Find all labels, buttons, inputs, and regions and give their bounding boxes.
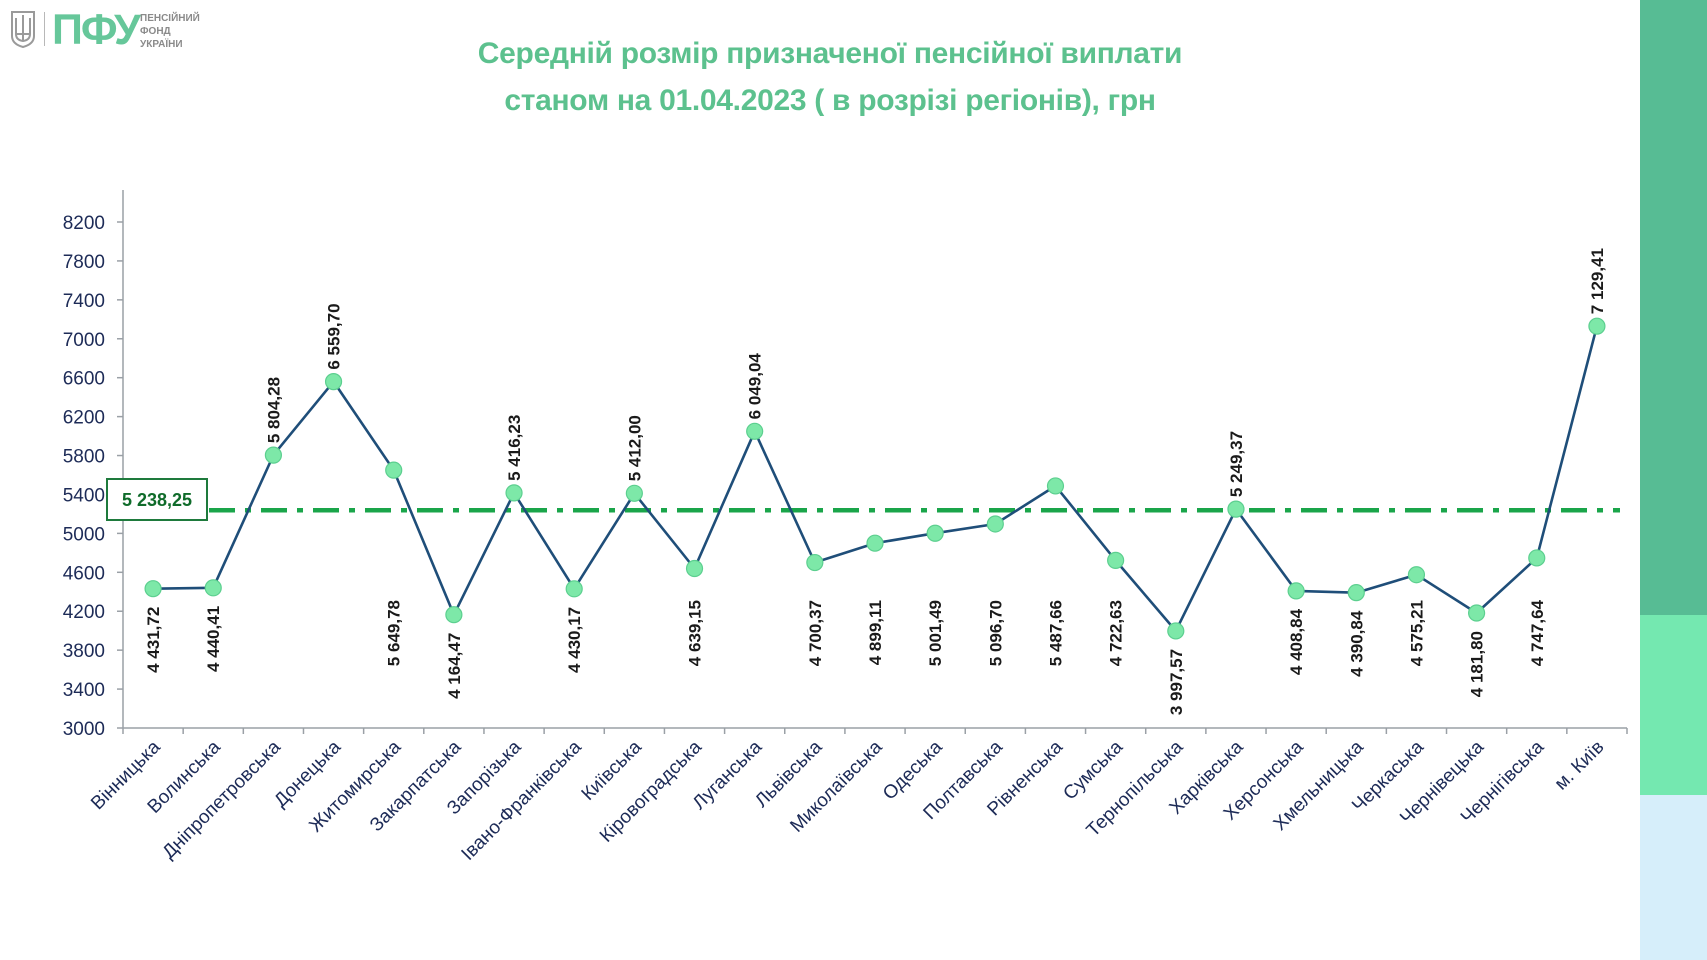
y-tick-label: 4600	[63, 563, 105, 584]
data-label: 6 049,04	[746, 353, 765, 420]
chart-title-line-1: Середній розмір призначеної пенсійної ви…	[477, 37, 1183, 70]
data-point	[264, 446, 282, 464]
data-point	[1528, 549, 1546, 567]
data-label: 4 700,37	[806, 600, 825, 666]
data-label: 4 390,84	[1347, 610, 1366, 677]
x-tick-label: Дніпропетровська	[159, 736, 286, 863]
data-point	[926, 524, 944, 542]
data-point	[1347, 584, 1365, 602]
data-point	[986, 515, 1004, 533]
data-point	[1287, 582, 1305, 600]
data-label: 5 416,23	[505, 415, 524, 481]
data-point	[806, 553, 824, 572]
data-label: 4 639,15	[686, 600, 705, 666]
data-label: 5 804,28	[264, 377, 283, 443]
average-line-group: 5 238,25	[106, 478, 1620, 521]
data-label: 4 899,11	[866, 600, 885, 665]
series-line	[153, 325, 1599, 633]
average-label-box	[106, 478, 208, 521]
data-label: 4 164,47	[445, 633, 464, 699]
chart-title-line-2: станом на 01.04.2023 ( в розрізі регіоні…	[504, 84, 1156, 117]
data-point	[324, 373, 343, 391]
y-tick-label: 7800	[63, 252, 105, 273]
data-point	[625, 484, 643, 502]
data-label: 5 487,66	[1046, 600, 1065, 666]
series-line-group	[144, 317, 1606, 640]
data-label: 5 001,49	[926, 600, 945, 666]
data-label: 4 722,63	[1107, 600, 1126, 666]
data-labels: 4 431,72 4 440,41 5 804,28 6 559,70 5 649,78…	[144, 248, 1607, 715]
y-tick-label: 7000	[63, 330, 105, 351]
data-point	[746, 422, 764, 440]
data-point	[1588, 317, 1606, 335]
side-bar-segment-bottom	[1640, 795, 1707, 960]
y-tick-label: 5800	[63, 447, 105, 468]
data-point	[505, 484, 523, 502]
data-point	[1046, 477, 1065, 495]
y-tick-label: 3000	[63, 719, 105, 740]
data-point	[1227, 500, 1245, 518]
data-label: 5 412,00	[625, 415, 644, 481]
y-tick-label: 6200	[63, 408, 105, 429]
data-label: 5 249,37	[1227, 431, 1246, 497]
decorative-side-bar	[1640, 0, 1707, 960]
data-label: 4 575,21	[1407, 600, 1426, 666]
y-tick-label: 6600	[63, 369, 105, 390]
data-label: 5 096,70	[986, 600, 1005, 666]
logo-divider	[44, 12, 45, 46]
x-axis-ticks: ВінницькаВолинськаДніпропетровськаДонець…	[87, 728, 1628, 865]
y-tick-label: 5400	[63, 485, 105, 506]
data-point	[445, 606, 463, 624]
x-tick-label: Кіровоградська	[596, 736, 706, 846]
data-label: 3 997,57	[1167, 649, 1186, 715]
data-label: 7 129,41	[1588, 248, 1607, 314]
data-label: 4 440,41	[204, 606, 223, 672]
trident-emblem-icon	[11, 11, 35, 48]
data-label: 4 408,84	[1287, 608, 1306, 675]
logo-fullname: ПЕНСІЙНИЙ ФОНД УКРАЇНИ	[140, 13, 200, 50]
data-label: 4 431,72	[144, 607, 163, 673]
side-bar-segment-top	[1640, 0, 1707, 615]
data-point	[1107, 551, 1125, 569]
data-label: 4 181,80	[1468, 631, 1487, 697]
pfu-logo: ПФУ ПЕНСІЙНИЙ ФОНД УКРАЇНИ	[8, 6, 208, 56]
average-label: 5 238,25	[122, 490, 192, 510]
y-tick-label: 4200	[63, 602, 105, 623]
chart-axes	[122, 190, 1627, 729]
data-point	[685, 559, 704, 578]
data-point	[385, 461, 403, 479]
data-point	[1167, 622, 1185, 640]
x-tick-label: Івано-Франківська	[458, 736, 587, 865]
data-point	[1407, 566, 1426, 584]
data-label: 4 747,64	[1528, 599, 1547, 666]
x-tick-label: м. Київ	[1551, 737, 1609, 795]
data-label: 6 559,70	[325, 303, 344, 369]
data-point	[144, 580, 162, 598]
chart-title: Середній розмір призначеної пенсійної ви…	[380, 30, 1280, 124]
y-tick-label: 5000	[63, 524, 105, 545]
data-point	[204, 579, 222, 597]
y-tick-label: 3400	[63, 680, 105, 701]
side-bar-segment-middle	[1640, 615, 1707, 795]
data-point	[1467, 604, 1486, 622]
y-axis-ticks: 3000 3400 3800 4200 4600 5000 5400 5800 6200 6600…	[63, 213, 123, 740]
data-point	[866, 534, 884, 552]
data-label: 4 430,17	[565, 607, 584, 673]
data-point	[565, 580, 583, 598]
data-label: 5 649,78	[385, 600, 404, 666]
y-tick-label: 8200	[63, 213, 105, 234]
logo-abbreviation: ПФУ	[52, 6, 141, 54]
y-tick-label: 7400	[63, 291, 105, 312]
pension-line-chart: 3000 3400 3800 4200 4600 5000 5400 5800 6200 6600…	[63, 190, 1628, 865]
y-tick-label: 3800	[63, 641, 105, 662]
